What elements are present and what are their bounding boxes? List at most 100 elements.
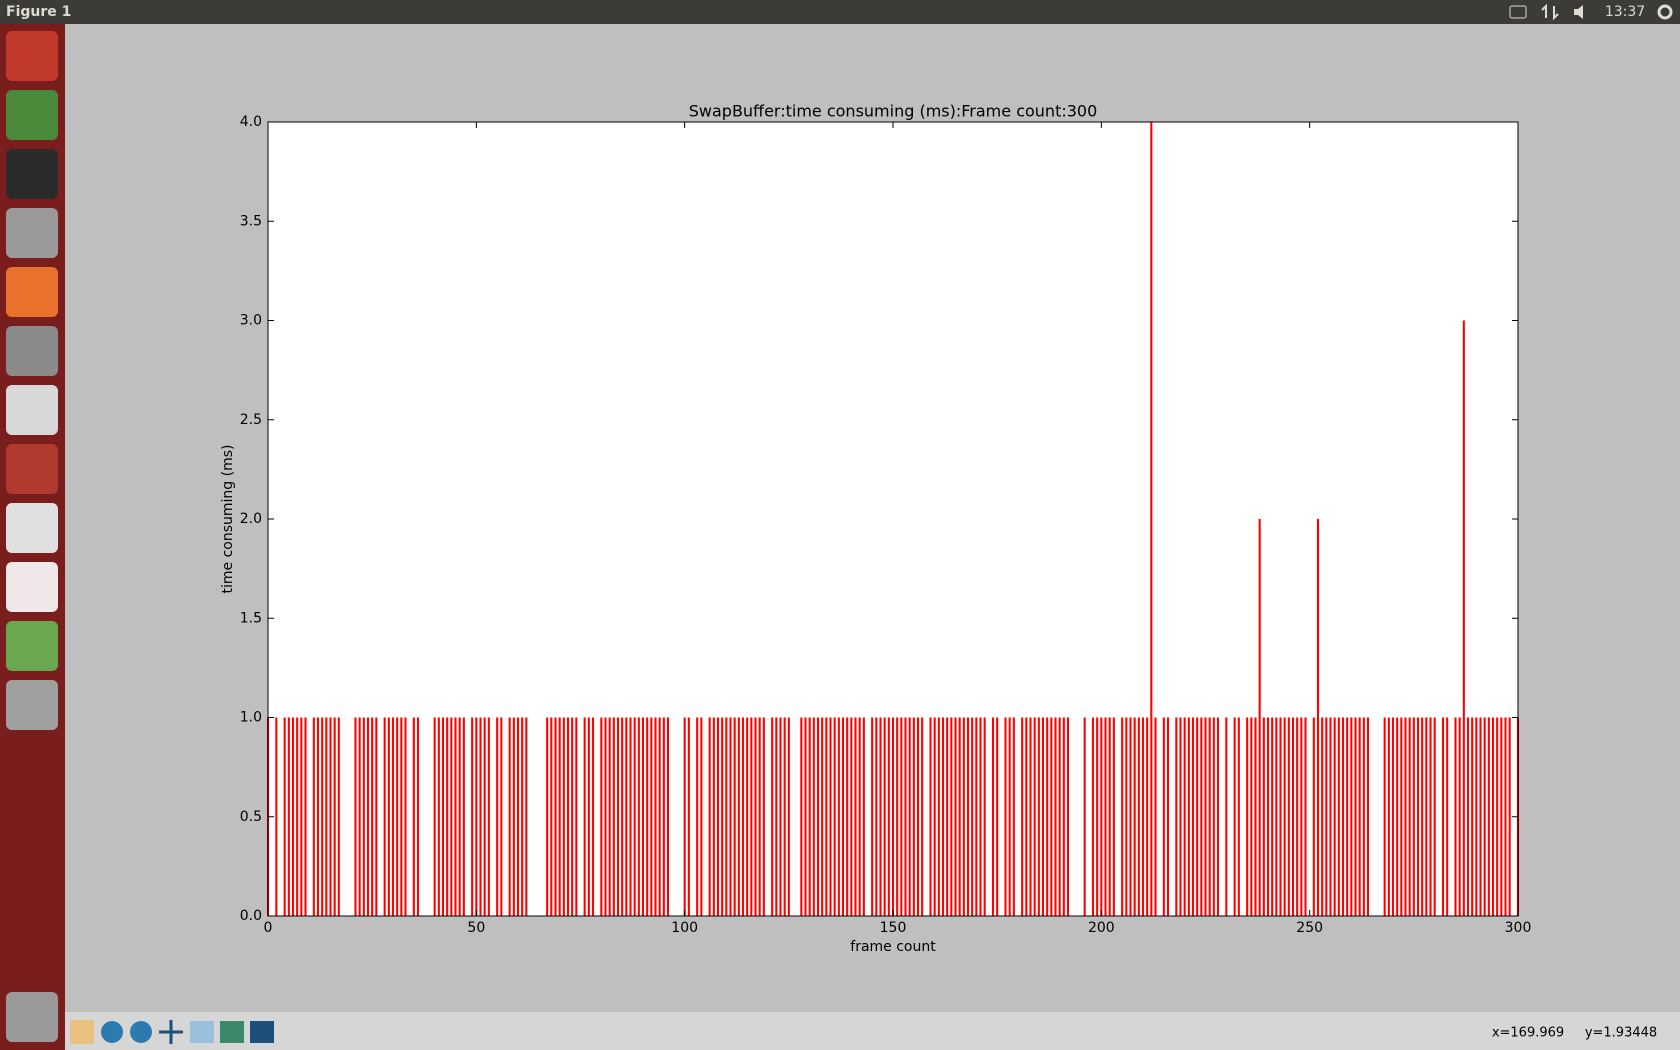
x-tick-label: 250 — [1296, 920, 1323, 936]
y-axis-label: time consuming (ms) — [220, 445, 236, 594]
bar — [1483, 717, 1486, 916]
bar — [525, 717, 528, 916]
bar — [483, 717, 486, 916]
android-icon[interactable] — [6, 621, 58, 671]
bar — [587, 717, 590, 916]
bar — [783, 717, 786, 916]
subplots-button[interactable] — [220, 1021, 244, 1043]
forward-button[interactable] — [130, 1021, 152, 1043]
bar — [1466, 717, 1470, 916]
bar — [1325, 717, 1328, 916]
plot-icon[interactable] — [6, 680, 58, 730]
clock: 13:37 — [1605, 4, 1645, 20]
toolbar-buttons — [70, 1020, 274, 1044]
back-button[interactable] — [101, 1021, 123, 1043]
bar — [1050, 717, 1053, 916]
bar — [1029, 717, 1032, 916]
bar — [762, 717, 765, 916]
y-tick-label: 1.5 — [240, 610, 262, 626]
bar — [291, 717, 295, 916]
terminal-icon[interactable] — [6, 149, 58, 199]
bar — [1062, 717, 1065, 916]
bar — [1212, 717, 1215, 916]
save-button[interactable] — [250, 1021, 274, 1043]
bar — [1175, 717, 1178, 916]
bar — [1329, 717, 1332, 916]
bar — [875, 717, 878, 916]
bar — [646, 717, 649, 916]
zoom-button[interactable] — [190, 1021, 214, 1043]
vlc-icon[interactable] — [6, 444, 58, 494]
bar — [954, 717, 957, 916]
bar — [566, 717, 570, 916]
bar — [396, 717, 399, 916]
bar — [829, 717, 832, 916]
network-icon[interactable] — [1541, 3, 1559, 21]
home-button[interactable] — [70, 1020, 94, 1044]
bar — [1304, 717, 1307, 916]
bar — [1316, 519, 1320, 916]
bar — [862, 717, 865, 916]
bar — [300, 717, 303, 916]
x-tick-label: 0 — [264, 920, 273, 936]
trash-icon[interactable] — [6, 992, 58, 1042]
bar — [958, 717, 961, 916]
bar — [1354, 717, 1357, 916]
reader-icon[interactable] — [6, 562, 58, 612]
bar — [1196, 717, 1199, 916]
chrome-icon[interactable] — [6, 90, 58, 140]
bar — [887, 717, 890, 916]
bar — [1358, 717, 1361, 916]
bar — [1458, 717, 1461, 916]
bar — [437, 717, 440, 916]
bar — [1266, 717, 1270, 916]
bar — [1191, 717, 1195, 916]
bar — [316, 717, 320, 916]
bar — [1216, 717, 1220, 916]
keyboard-icon[interactable] — [1509, 5, 1527, 19]
bar — [816, 717, 820, 916]
bar — [454, 717, 457, 916]
bar — [1475, 717, 1478, 916]
files-icon[interactable] — [6, 208, 58, 258]
editor-icon[interactable] — [6, 385, 58, 435]
bar — [1287, 717, 1290, 916]
bar — [716, 717, 720, 916]
bar — [571, 717, 574, 916]
software-icon[interactable] — [6, 267, 58, 317]
bar — [971, 717, 974, 916]
ubuntu-icon[interactable] — [6, 31, 58, 81]
pan-button[interactable] — [159, 1020, 183, 1044]
bar — [891, 717, 895, 916]
butterfly-icon[interactable] — [6, 503, 58, 553]
bar — [450, 717, 453, 916]
bar — [337, 717, 340, 916]
top-bar — [0, 0, 1680, 24]
bar — [1446, 717, 1449, 916]
bar — [1396, 717, 1399, 916]
y-tick-label: 3.5 — [240, 213, 262, 229]
settings-icon[interactable] — [1657, 4, 1673, 20]
bar — [1121, 717, 1124, 916]
bar — [787, 717, 790, 916]
bar — [962, 717, 965, 916]
bar — [462, 717, 465, 916]
bar — [1425, 717, 1428, 916]
bar — [921, 717, 924, 916]
bar — [1387, 717, 1390, 916]
bar — [362, 717, 365, 916]
x-tick-label: 50 — [467, 920, 485, 936]
bar — [1100, 717, 1103, 916]
bar — [812, 717, 815, 916]
bar — [883, 717, 886, 916]
bar — [754, 717, 757, 916]
sound-icon[interactable] — [1574, 5, 1583, 19]
bar — [737, 717, 740, 916]
settings-app-icon[interactable] — [6, 326, 58, 376]
bar — [900, 717, 903, 916]
bar — [941, 717, 945, 916]
bar — [1504, 717, 1507, 916]
bar — [1346, 717, 1349, 916]
bar — [1204, 717, 1207, 916]
